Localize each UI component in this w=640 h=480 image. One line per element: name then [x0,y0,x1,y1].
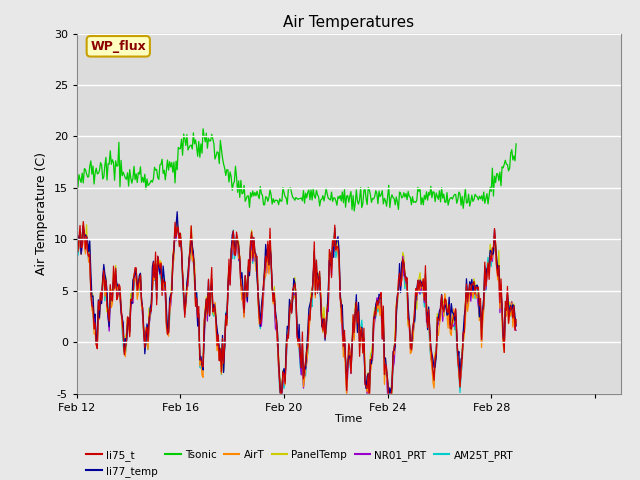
AM25T_PRT [512,320,520,326]
AM25T_PRT [397,278,404,284]
AirT [470,289,478,295]
PanelTemp [385,396,392,402]
AM25T_PRT [205,302,213,308]
Tsonic [512,141,520,147]
li77_temp [173,209,181,215]
Line: AirT: AirT [77,219,516,399]
li75_t [277,396,285,402]
Tsonic [350,208,358,214]
NR01_PRT [205,303,213,309]
AM25T_PRT [221,343,228,349]
AirT [205,313,213,319]
NR01_PRT [365,396,373,402]
li77_temp [318,324,326,330]
Line: NR01_PRT: NR01_PRT [77,225,516,399]
Line: PanelTemp: PanelTemp [77,225,516,399]
AirT [173,216,181,222]
Tsonic [73,191,81,196]
NR01_PRT [470,286,478,292]
PanelTemp [221,337,228,343]
li77_temp [512,323,520,329]
PanelTemp [383,368,390,373]
NR01_PRT [221,343,228,348]
AirT [365,396,373,402]
li77_temp [221,344,228,350]
X-axis label: Time: Time [335,414,362,424]
Tsonic [470,196,478,202]
NR01_PRT [512,327,520,333]
Line: Tsonic: Tsonic [77,129,516,211]
li75_t [205,312,213,318]
AirT [318,321,326,327]
li75_t [319,327,327,333]
NR01_PRT [397,285,404,291]
AM25T_PRT [318,317,326,323]
Text: WP_flux: WP_flux [90,40,146,53]
Tsonic [384,193,392,199]
NR01_PRT [318,319,326,324]
AirT [221,339,228,345]
AM25T_PRT [470,278,478,284]
li75_t [79,219,87,225]
AirT [397,272,404,277]
AirT [73,249,81,254]
AirT [512,319,520,324]
li75_t [73,242,81,248]
li77_temp [205,313,213,319]
li75_t [221,343,228,348]
NR01_PRT [173,222,181,228]
Title: Air Temperatures: Air Temperatures [284,15,414,30]
AM25T_PRT [386,396,394,402]
AirT [384,380,392,386]
Legend: li75_t, li77_temp, Tsonic, AirT, PanelTemp, NR01_PRT, AM25T_PRT: li75_t, li77_temp, Tsonic, AirT, PanelTe… [82,445,517,480]
PanelTemp [318,306,326,312]
li77_temp [385,396,392,402]
Tsonic [221,165,228,171]
li75_t [470,279,478,285]
PanelTemp [512,319,520,325]
li77_temp [73,242,81,248]
li75_t [512,317,520,323]
li77_temp [397,290,404,296]
Tsonic [397,191,404,196]
li77_temp [470,282,478,288]
NR01_PRT [73,252,81,257]
AM25T_PRT [73,252,81,257]
Line: AM25T_PRT: AM25T_PRT [77,226,516,399]
AM25T_PRT [173,223,181,228]
Line: li75_t: li75_t [77,222,516,399]
Tsonic [318,196,326,202]
PanelTemp [83,222,90,228]
NR01_PRT [384,393,392,399]
PanelTemp [397,280,404,286]
li75_t [397,283,404,289]
Tsonic [199,126,207,132]
Line: li77_temp: li77_temp [77,212,516,399]
AM25T_PRT [383,373,390,379]
PanelTemp [205,299,213,305]
li75_t [384,380,392,385]
li77_temp [383,368,390,373]
PanelTemp [470,276,478,282]
Tsonic [205,138,213,144]
PanelTemp [73,245,81,251]
Y-axis label: Air Temperature (C): Air Temperature (C) [35,152,48,275]
